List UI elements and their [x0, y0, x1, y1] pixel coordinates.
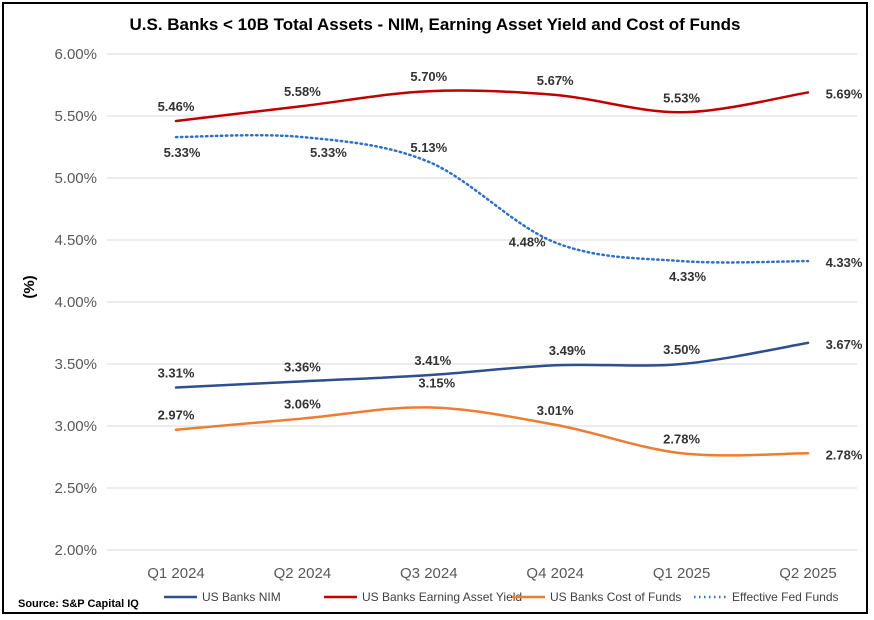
- data-label: 2.78%: [663, 431, 700, 446]
- legend-item-label: US Banks Cost of Funds: [550, 590, 681, 604]
- series-line-us-banks-earning-asset-yield: [174, 89, 810, 123]
- x-tick-label: Q4 2024: [526, 565, 584, 582]
- series-line-effective-fed-funds: [174, 133, 810, 264]
- data-label: 4.33%: [826, 255, 863, 270]
- source-note: Source: S&P Capital IQ: [18, 598, 139, 610]
- y-tick-label: 5.00%: [54, 170, 97, 187]
- data-label: 3.01%: [537, 403, 574, 418]
- series-lines: [174, 89, 810, 457]
- data-label: 2.78%: [826, 447, 863, 462]
- data-label: 5.46%: [158, 99, 195, 114]
- y-tick-label: 4.50%: [54, 232, 97, 249]
- data-label: 3.15%: [418, 375, 455, 390]
- x-tick-label: Q1 2025: [653, 565, 711, 582]
- data-label: 3.49%: [549, 343, 586, 358]
- data-label: 3.67%: [826, 337, 863, 352]
- data-label: 5.69%: [826, 86, 863, 101]
- data-label: 3.36%: [284, 359, 321, 374]
- line-chart: U.S. Banks < 10B Total Assets - NIM, Ear…: [18, 15, 863, 610]
- data-label: 5.53%: [663, 90, 700, 105]
- y-axis-label: (%): [21, 275, 38, 298]
- data-label: 5.67%: [537, 73, 574, 88]
- x-tick-label: Q2 2025: [779, 565, 837, 582]
- legend-item-label: Effective Fed Funds: [732, 590, 839, 604]
- y-tick-label: 3.50%: [54, 356, 97, 373]
- y-tick-label: 6.00%: [54, 46, 97, 63]
- chart-title: U.S. Banks < 10B Total Assets - NIM, Ear…: [129, 15, 740, 34]
- data-label: 3.41%: [414, 353, 451, 368]
- legend: US Banks NIM US Banks Earning Asset Yield…: [164, 590, 839, 604]
- data-label: 4.48%: [509, 234, 546, 249]
- y-tick-label: 2.50%: [54, 480, 97, 497]
- data-labels: 3.31% 3.36% 3.41% 3.49% 3.50% 3.67% 5.46% 5.58%…: [158, 69, 863, 462]
- y-axis-ticks: 2.00% 2.50% 3.00% 3.50% 4.00% 4.50% 5.00% 5.50%…: [54, 46, 97, 559]
- data-label: 5.33%: [164, 145, 201, 160]
- data-label: 5.58%: [284, 84, 321, 99]
- legend-item-label: US Banks NIM: [202, 590, 281, 604]
- data-label: 5.70%: [410, 69, 447, 84]
- gridlines: [107, 53, 857, 551]
- x-tick-label: Q1 2024: [147, 565, 205, 582]
- data-label: 3.06%: [284, 397, 321, 412]
- y-tick-label: 3.00%: [54, 418, 97, 435]
- legend-item-label: US Banks Earning Asset Yield: [362, 590, 522, 604]
- data-label: 3.50%: [663, 342, 700, 357]
- data-label: 2.97%: [158, 408, 195, 423]
- x-tick-label: Q2 2024: [274, 565, 332, 582]
- series-line-us-banks-cost-of-funds: [174, 406, 810, 457]
- y-tick-label: 4.00%: [54, 294, 97, 311]
- chart-frame: U.S. Banks < 10B Total Assets - NIM, Ear…: [2, 2, 868, 614]
- x-axis-ticks: Q1 2024 Q2 2024 Q3 2024 Q4 2024 Q1 2025 Q2 20…: [147, 565, 837, 582]
- data-label: 3.31%: [158, 366, 195, 381]
- series-line-us-banks-nim: [174, 341, 810, 389]
- data-label: 5.13%: [410, 140, 447, 155]
- x-tick-label: Q3 2024: [400, 565, 458, 582]
- y-tick-label: 2.00%: [54, 542, 97, 559]
- y-tick-label: 5.50%: [54, 108, 97, 125]
- data-label: 5.33%: [310, 145, 347, 160]
- data-label: 4.33%: [669, 269, 706, 284]
